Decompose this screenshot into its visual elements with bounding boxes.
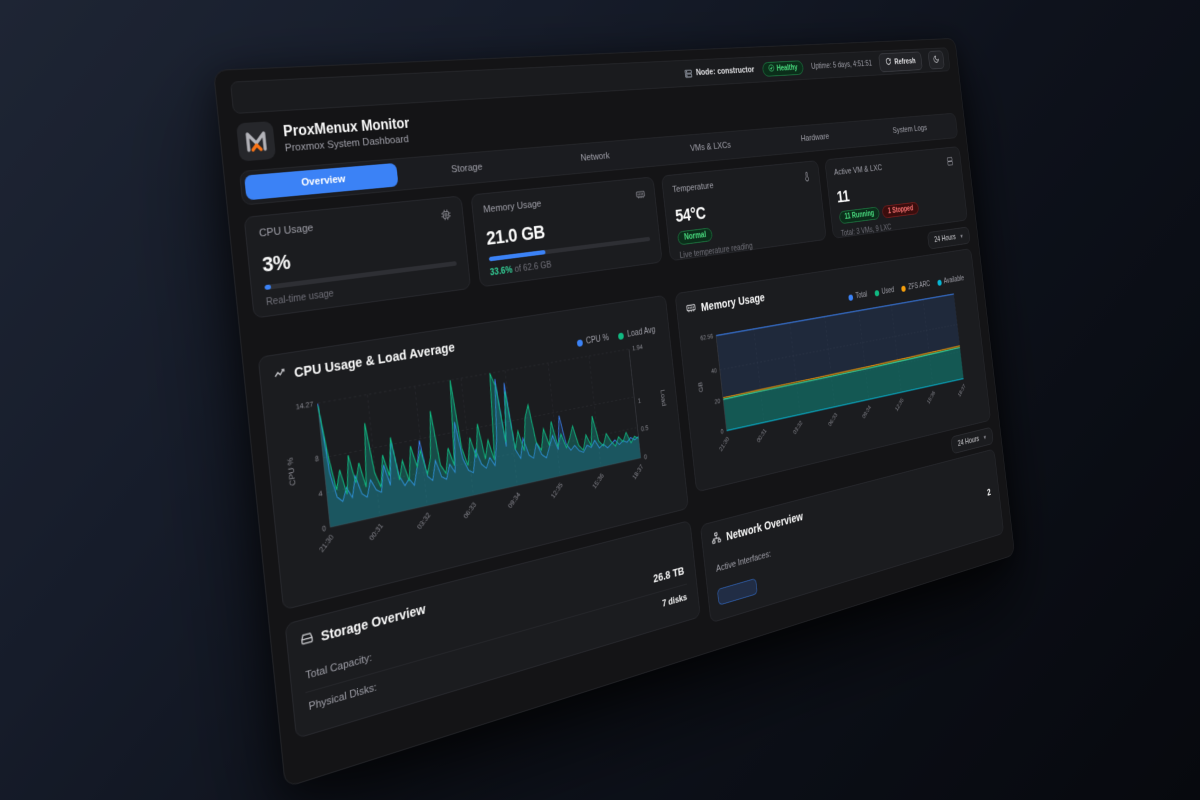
hard-drive-icon bbox=[299, 630, 314, 653]
node-label: Node: constructor bbox=[695, 65, 755, 78]
svg-text:Load: Load bbox=[659, 389, 668, 407]
memory-chart-icon bbox=[685, 301, 696, 319]
tab-storage[interactable]: Storage bbox=[450, 161, 483, 176]
cpu-icon bbox=[439, 208, 452, 226]
tab-vms-lxcs[interactable]: VMs & LXCs bbox=[689, 140, 732, 154]
svg-text:4: 4 bbox=[318, 489, 323, 499]
vm-stopped-badge: 1 Stopped bbox=[881, 201, 920, 219]
svg-text:1.94: 1.94 bbox=[632, 343, 644, 352]
svg-text:00:31: 00:31 bbox=[756, 427, 768, 444]
svg-text:62.56: 62.56 bbox=[700, 332, 713, 342]
cpu-load-chart-card: CPU Usage & Load Average CPU % Load Avg … bbox=[257, 294, 689, 611]
refresh-button[interactable]: Refresh bbox=[878, 51, 923, 73]
svg-text:15:36: 15:36 bbox=[591, 472, 605, 490]
svg-text:14.27: 14.27 bbox=[295, 400, 313, 412]
svg-text:09:34: 09:34 bbox=[507, 490, 523, 510]
moon-icon bbox=[933, 54, 940, 65]
svg-text:18:37: 18:37 bbox=[957, 383, 967, 398]
refresh-icon bbox=[885, 57, 892, 67]
network-icon bbox=[711, 531, 722, 550]
svg-text:09:34: 09:34 bbox=[861, 403, 872, 419]
node-info: Node: constructor bbox=[683, 65, 755, 79]
svg-text:20: 20 bbox=[714, 397, 721, 406]
svg-text:8: 8 bbox=[315, 454, 320, 463]
vm-card-title: Active VM & LXC bbox=[833, 163, 883, 178]
temperature-card: Temperature 54°C Normal Live temperature… bbox=[661, 160, 827, 262]
memory-chart-card: Memory Usage Total Used ZFS ARC Availabl… bbox=[674, 248, 991, 493]
physical-disks-value: 7 disks bbox=[661, 592, 688, 610]
available-legend-dot bbox=[936, 279, 942, 286]
storage-overview-card: Storage Overview Total Capacity: 26.8 TB… bbox=[284, 520, 701, 740]
total-capacity-value: 26.8 TB bbox=[652, 564, 685, 586]
tab-hardware[interactable]: Hardware bbox=[800, 132, 830, 144]
theme-toggle-button[interactable] bbox=[927, 50, 945, 70]
svg-text:GB: GB bbox=[697, 381, 705, 393]
thermometer-icon bbox=[802, 171, 812, 186]
tab-overview[interactable]: Overview bbox=[244, 162, 399, 201]
memory-progress-fill bbox=[488, 249, 546, 262]
memory-icon bbox=[635, 188, 646, 204]
svg-text:0: 0 bbox=[322, 524, 327, 534]
active-vm-lxc-card: Active VM & LXC 11 11 Running 1 Stopped … bbox=[824, 146, 968, 239]
temperature-card-title: Temperature bbox=[671, 180, 714, 195]
cpu-load-chart: 21:30 00:31 03:32 06:33 09:34 12:35 15:36 18:37… bbox=[285, 343, 668, 554]
vm-running-badge: 11 Running bbox=[838, 206, 881, 225]
uptime-label: Uptime: 5 days, 4:51:51 bbox=[810, 59, 873, 72]
svg-text:06:33: 06:33 bbox=[827, 411, 838, 427]
svg-text:12:35: 12:35 bbox=[894, 397, 905, 413]
svg-text:03:32: 03:32 bbox=[792, 419, 804, 436]
memory-card-title: Memory Usage bbox=[482, 198, 542, 216]
cpu-usage-card: CPU Usage 3% Real-time usage bbox=[243, 195, 471, 319]
svg-text:21:30: 21:30 bbox=[318, 532, 336, 553]
svg-text:06:33: 06:33 bbox=[462, 501, 478, 521]
right-column: Memory Usage Total Used ZFS ARC Availabl… bbox=[674, 248, 1005, 624]
cpu-card-title: CPU Usage bbox=[258, 222, 314, 240]
load-legend-dot bbox=[618, 331, 625, 340]
used-legend-dot bbox=[874, 289, 880, 297]
svg-text:1: 1 bbox=[638, 397, 642, 405]
svg-text:0: 0 bbox=[644, 453, 648, 461]
server-stack-icon bbox=[946, 156, 954, 170]
interface-badge[interactable] bbox=[717, 578, 758, 607]
svg-text:CPU %: CPU % bbox=[285, 457, 297, 487]
total-legend-dot bbox=[848, 293, 854, 301]
svg-text:12:35: 12:35 bbox=[550, 481, 565, 500]
temperature-status-badge: Normal bbox=[677, 227, 714, 246]
main-grid: CPU Usage & Load Average CPU % Load Avg … bbox=[257, 248, 1005, 750]
server-node-icon bbox=[683, 68, 692, 79]
zfs-arc-legend-dot bbox=[901, 285, 907, 292]
health-badge: Healthy bbox=[761, 59, 805, 77]
left-column: CPU Usage & Load Average CPU % Load Avg … bbox=[257, 294, 701, 740]
proxmenux-logo bbox=[236, 121, 277, 162]
svg-text:40: 40 bbox=[711, 367, 718, 375]
chevron-down-icon: ▼ bbox=[982, 433, 988, 442]
svg-text:00:31: 00:31 bbox=[368, 522, 385, 542]
cpu-legend-dot bbox=[576, 338, 583, 347]
cpu-progress-fill bbox=[264, 284, 272, 290]
active-interfaces-value: 2 bbox=[986, 486, 992, 499]
memory-usage-chart: 21:30 00:31 03:32 06:33 09:34 12:35 15:36 18:37… bbox=[697, 282, 967, 453]
svg-text:0: 0 bbox=[720, 428, 724, 436]
trend-icon bbox=[273, 365, 288, 386]
memory-usage-card: Memory Usage 21.0 GB 33.6% of 62.6 GB bbox=[470, 176, 663, 288]
svg-text:0.5: 0.5 bbox=[641, 424, 649, 433]
svg-text:15:36: 15:36 bbox=[926, 390, 936, 406]
time-range-select-top[interactable]: 24 Hours ▼ bbox=[927, 226, 971, 250]
svg-text:21:30: 21:30 bbox=[718, 435, 731, 453]
healthy-check-icon bbox=[768, 64, 775, 74]
svg-text:03:32: 03:32 bbox=[416, 511, 432, 531]
svg-text:18:37: 18:37 bbox=[631, 463, 645, 481]
chevron-down-icon: ▼ bbox=[959, 232, 964, 240]
header-text: ProxMenux Monitor Proxmox System Dashboa… bbox=[283, 116, 412, 154]
tab-network[interactable]: Network bbox=[580, 150, 611, 164]
memory-caption: 33.6% of 62.6 GB bbox=[489, 259, 552, 279]
proxmenux-dashboard: Node: constructor Healthy Uptime: 5 days… bbox=[213, 37, 1016, 789]
tab-system-logs[interactable]: System Logs bbox=[892, 123, 928, 136]
